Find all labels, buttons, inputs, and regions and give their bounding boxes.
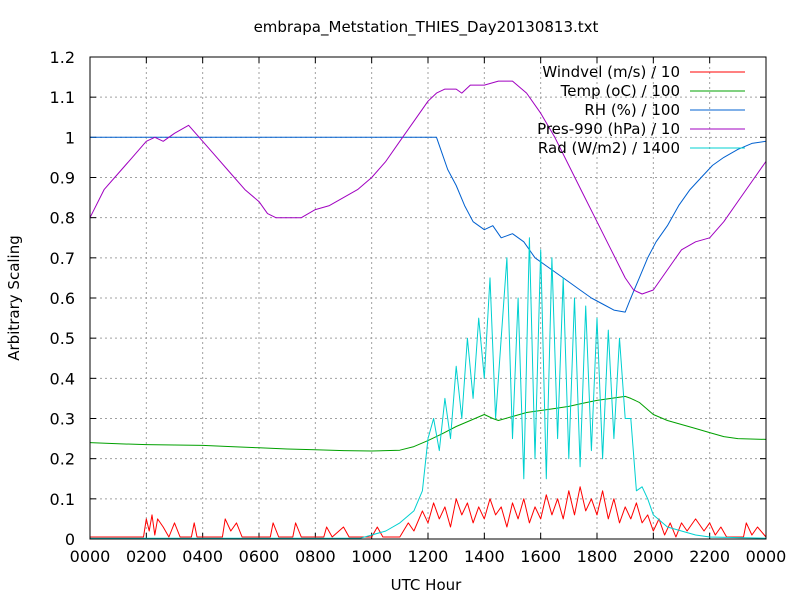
y-tick-label: 0.2 <box>50 450 75 469</box>
y-tick-label: 1 <box>65 128 75 147</box>
y-tick-label: 0.1 <box>50 490 75 509</box>
series-line-1 <box>90 486 767 538</box>
plot-frame <box>89 56 767 540</box>
y-tick-label: 0.9 <box>50 169 75 188</box>
y-tick-label: 0.8 <box>50 209 75 228</box>
x-tick-label: 1600 <box>520 547 561 566</box>
x-tick-label: 0800 <box>295 547 336 566</box>
x-tick-labels: 0000 0200 0400 0600 0800 1000 1200 1400 1600 1800… <box>70 547 787 566</box>
series-line-4 <box>89 80 767 295</box>
x-tick-label: 2000 <box>633 547 674 566</box>
x-tick-label: 0600 <box>239 547 280 566</box>
x-tick-label: 1400 <box>464 547 505 566</box>
series-line-2 <box>89 395 767 452</box>
y-tick-label: 0.7 <box>50 249 75 268</box>
y-axis-title: Arbitrary Scaling <box>5 235 23 361</box>
legend-label-5: Rad (W/m2) / 1400 <box>538 139 680 157</box>
legend-label-2: Temp (oC) / 100 <box>560 82 680 100</box>
x-tick-label: 0400 <box>182 547 223 566</box>
series-group <box>89 80 767 539</box>
y-tick-label: 0 <box>65 530 75 549</box>
y-tick-label: 1.1 <box>50 88 75 107</box>
y-tick-label: 0.5 <box>50 329 75 348</box>
x-tick-label: 0200 <box>126 547 167 566</box>
x-tick-label: 0000 <box>70 547 111 566</box>
y-tick-label: 0.6 <box>50 289 75 308</box>
x-tick-label: 1000 <box>351 547 392 566</box>
x-tick-label: 2200 <box>689 547 730 566</box>
x-tick-label: 1200 <box>408 547 449 566</box>
legend-label-4: Pres-990 (hPa) / 10 <box>537 120 680 138</box>
series-line-5 <box>90 237 767 539</box>
y-tick-label: 0.3 <box>50 410 75 429</box>
legend-label-3: RH (%) / 100 <box>584 101 680 119</box>
y-tick-labels: 0 0.1 0.2 0.3 0.4 0.5 0.6 0.7 0.8 0.9 1 1.1 1.2 <box>50 48 75 549</box>
x-tick-label: 1800 <box>577 547 618 566</box>
x-tick-label: 0000 <box>746 547 787 566</box>
legend-label-1: Windvel (m/s) / 10 <box>542 63 680 81</box>
y-tick-label: 0.4 <box>50 369 75 388</box>
series-line-3 <box>90 136 767 313</box>
y-tick-label: 1.2 <box>50 48 75 67</box>
x-axis-title: UTC Hour <box>391 576 462 594</box>
chart-title: embrapa_Metstation_THIES_Day20130813.txt <box>254 18 599 37</box>
